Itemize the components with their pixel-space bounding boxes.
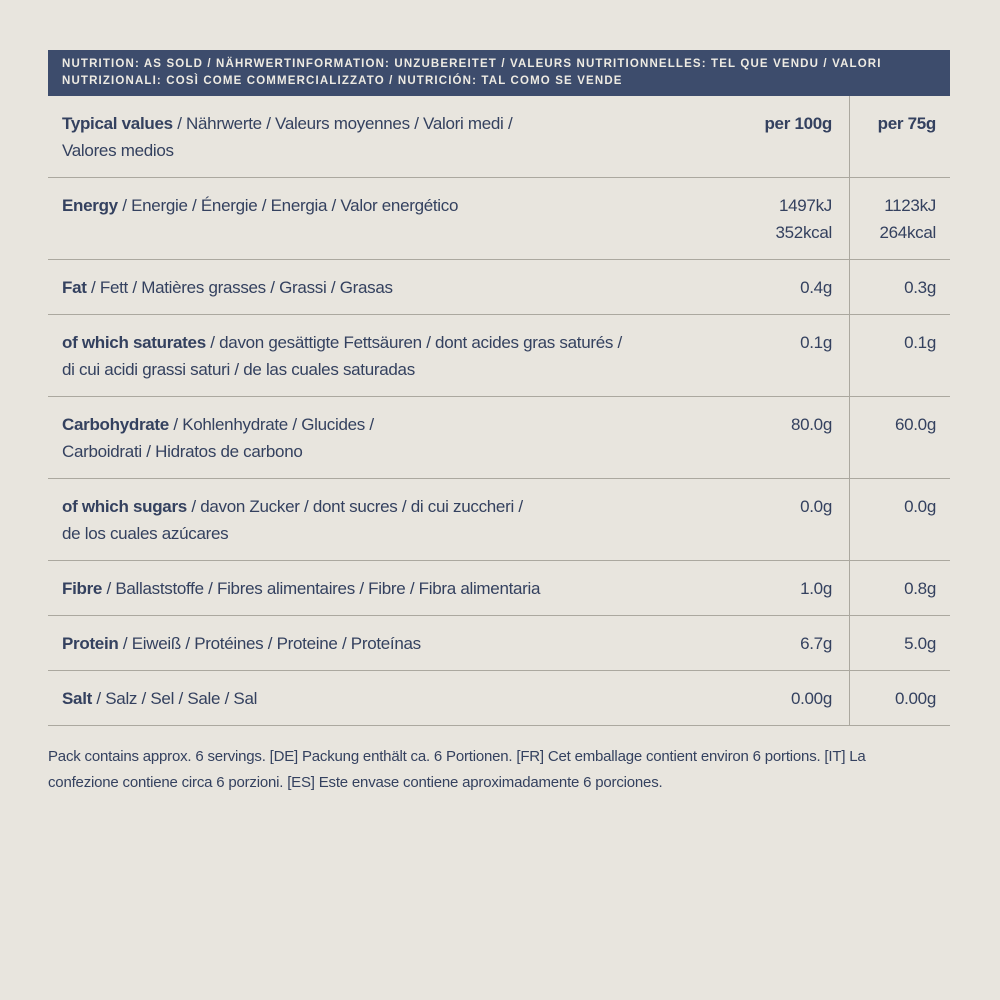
row-label-term: Energy xyxy=(62,196,118,215)
row-label: Salt / Salz / Sel / Sale / Sal xyxy=(48,671,730,725)
row-label-term: Fat xyxy=(62,278,87,297)
header-label-line2: Valores medios xyxy=(62,141,174,160)
header-label-translations: / Nährwerte / Valeurs moyennes / Valori … xyxy=(172,114,513,133)
value-per-75g: 0.1g xyxy=(849,315,950,396)
row-label: Energy / Energie / Énergie / Energia / V… xyxy=(48,178,730,259)
table-row-energy: Energy / Energie / Énergie / Energia / V… xyxy=(48,178,950,260)
table-header-row: Typical values / Nährwerte / Valeurs moy… xyxy=(48,96,950,178)
value-per-100g: 0.00g xyxy=(790,689,832,708)
banner-line-1: NUTRITION: AS SOLD / NÄHRWERTINFORMATION… xyxy=(62,58,882,70)
table-row-carbohydrate: Carbohydrate / Kohlenhydrate / Glucides … xyxy=(48,397,950,479)
row-label-translations: / Kohlenhydrate / Glucides / xyxy=(168,415,374,434)
nutrition-panel: NUTRITION: AS SOLD / NÄHRWERTINFORMATION… xyxy=(48,0,950,796)
row-label-term: of which sugars xyxy=(62,497,187,516)
table-row-fat: Fat / Fett / Matières grasses / Grassi /… xyxy=(48,260,950,315)
row-label-term: Carbohydrate xyxy=(62,415,169,434)
value-per-75g: 0.3g xyxy=(849,260,950,314)
value-per-75g: 0.8g xyxy=(849,561,950,615)
header-label-term: Typical values xyxy=(62,114,173,133)
servings-footnote: Pack contains approx. 6 servings. [DE] P… xyxy=(48,748,866,791)
nutrition-table: Typical values / Nährwerte / Valeurs moy… xyxy=(48,96,950,726)
value-per-100g: 0.4g xyxy=(800,278,832,297)
row-label-translations: / davon gesättigte Fettsäuren / dont aci… xyxy=(205,333,622,352)
value-per-75g: 5.0g xyxy=(849,616,950,670)
value-per-100g: 1497kJ 352kcal xyxy=(775,196,833,242)
row-label-translations: / Salz / Sel / Sale / Sal xyxy=(91,689,258,708)
row-label-translations: / Fett / Matières grasses / Grassi / Gra… xyxy=(86,278,393,297)
header-col-per-75g: per 75g xyxy=(849,96,950,177)
row-label: Fat / Fett / Matières grasses / Grassi /… xyxy=(48,260,730,314)
value-per-100g: 0.0g xyxy=(800,497,832,516)
nutrition-banner: NUTRITION: AS SOLD / NÄHRWERTINFORMATION… xyxy=(48,50,950,96)
row-label: of which saturates / davon gesättigte Fe… xyxy=(48,315,730,396)
row-label: Carbohydrate / Kohlenhydrate / Glucides … xyxy=(48,397,730,478)
value-per-100g: 6.7g xyxy=(800,634,832,653)
row-label-translations: / Energie / Énergie / Energia / Valor en… xyxy=(117,196,459,215)
table-row-protein: Protein / Eiweiß / Protéines / Proteine … xyxy=(48,616,950,671)
banner-line-2: NUTRIZIONALI: COSÌ COME COMMERCIALIZZATO… xyxy=(62,74,623,87)
row-label-term: Salt xyxy=(62,689,92,708)
value-per-75g: 0.00g xyxy=(849,671,950,725)
table-row-fibre: Fibre / Ballaststoffe / Fibres alimentai… xyxy=(48,561,950,616)
table-row-sugars: of which sugars / davon Zucker / dont su… xyxy=(48,479,950,561)
row-label: of which sugars / davon Zucker / dont su… xyxy=(48,479,730,560)
header-col-per-100g: per 100g xyxy=(764,114,832,133)
value-per-100g: 80.0g xyxy=(790,415,832,434)
row-label-translations: / davon Zucker / dont sucres / di cui zu… xyxy=(186,497,523,516)
value-per-100g: 1.0g xyxy=(800,579,832,598)
value-per-100g: 0.1g xyxy=(800,333,832,352)
row-label-line2: Carboidrati / Hidratos de carbono xyxy=(62,442,303,461)
row-label-term: of which saturates xyxy=(62,333,206,352)
row-label: Protein / Eiweiß / Protéines / Proteine … xyxy=(48,616,730,670)
row-label-line2: de los cuales azúcares xyxy=(62,524,229,543)
value-per-75g: 0.0g xyxy=(849,479,950,560)
row-label-term: Fibre xyxy=(62,579,103,598)
value-per-75g: 60.0g xyxy=(849,397,950,478)
header-label: Typical values / Nährwerte / Valeurs moy… xyxy=(48,96,730,177)
row-label-term: Protein xyxy=(62,634,119,653)
row-label: Fibre / Ballaststoffe / Fibres alimentai… xyxy=(48,561,730,615)
row-label-line2: di cui acidi grassi saturi / de las cual… xyxy=(62,360,415,379)
row-label-translations: / Eiweiß / Protéines / Proteine / Proteí… xyxy=(118,634,421,653)
value-per-75g: 1123kJ 264kcal xyxy=(849,178,950,259)
table-row-salt: Salt / Salz / Sel / Sale / Sal 0.00g 0.0… xyxy=(48,671,950,726)
header-label-line1: Typical values / Nährwerte / Valeurs moy… xyxy=(62,110,720,137)
table-row-saturates: of which saturates / davon gesättigte Fe… xyxy=(48,315,950,397)
row-label-translations: / Ballaststoffe / Fibres alimentaires / … xyxy=(102,579,541,598)
